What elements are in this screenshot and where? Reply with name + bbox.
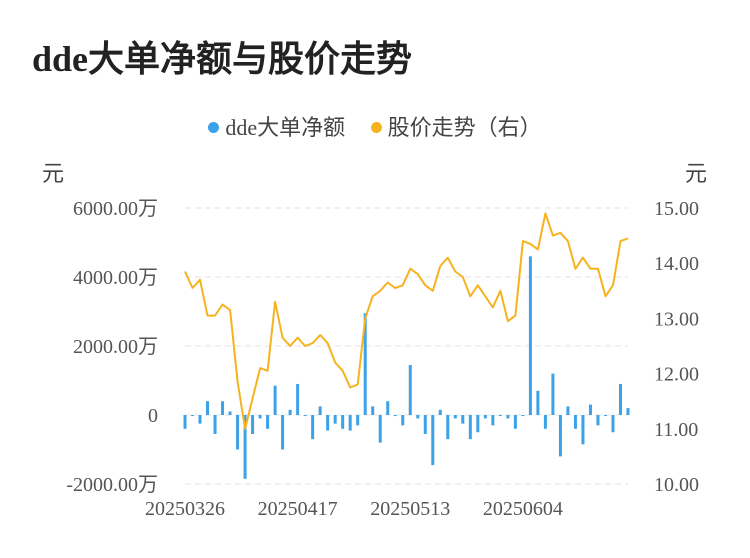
y-right-tick-label: 15.00 (654, 198, 699, 220)
dde-bar (528, 256, 532, 415)
dde-bar (183, 415, 187, 429)
x-tick-label: 20250604 (483, 498, 563, 520)
dde-bar (273, 385, 277, 415)
dde-bar (581, 415, 585, 445)
y-right-tick-label: 12.00 (654, 364, 699, 386)
dde-bar (483, 415, 487, 419)
dde-bar (221, 401, 225, 415)
y-left-tick-label: 2000.00万 (73, 336, 158, 358)
dde-bar (386, 401, 390, 415)
dde-bar (326, 415, 330, 431)
dde-bar (513, 415, 517, 429)
dde-bar (453, 415, 457, 419)
x-tick-label: 20250417 (258, 498, 338, 520)
legend-dot-price-icon (370, 122, 382, 134)
dde-bar (333, 415, 337, 424)
dde-bar (573, 415, 577, 429)
dde-bar (603, 415, 607, 417)
dde-bar (348, 415, 352, 431)
dde-bar (416, 415, 420, 419)
dde-bar (281, 415, 285, 450)
right-axis-unit: 元 (685, 161, 708, 186)
dde-bar (408, 364, 412, 415)
dde-bar (618, 383, 622, 415)
dde-bar (536, 390, 540, 415)
dde-bar (498, 415, 502, 417)
dde-bar (266, 415, 270, 429)
dde-bar (626, 408, 630, 415)
dde-bar (461, 415, 465, 424)
dde-bar (213, 415, 217, 434)
dde-bar (363, 313, 367, 415)
dde-bar (468, 415, 472, 440)
price-line (184, 212, 629, 430)
y-right-tick-label: 11.00 (654, 419, 698, 441)
left-axis-unit: 元 (42, 161, 65, 186)
dde-bar (566, 406, 570, 415)
dde-bar (558, 415, 562, 457)
y-right-tick-label: 13.00 (654, 308, 699, 330)
x-tick-label: 20250326 (145, 498, 225, 520)
chart-title: dde大单净额与股价走势 (32, 39, 413, 79)
legend-item-dde[interactable]: dde大单净额 (208, 110, 345, 142)
legend-label-price: 股价走势（右） (387, 115, 542, 140)
dde-bar (356, 415, 360, 426)
dde-bar (303, 415, 307, 417)
dde-bar (393, 415, 397, 417)
dde-bar (318, 406, 322, 415)
dde-bar (423, 415, 427, 434)
dde-bar (341, 415, 345, 429)
dde-bar (258, 415, 262, 419)
dde-bar (228, 411, 232, 415)
dde-bar (476, 415, 480, 433)
y-left-tick-label: 0 (148, 405, 158, 427)
dde-bar (236, 415, 240, 450)
legend-dot-dde-icon (208, 122, 220, 134)
dde-bar (521, 415, 525, 417)
y-right-tick-label: 14.00 (654, 253, 699, 275)
dde-bar (611, 415, 615, 433)
dde-bar (596, 415, 600, 426)
y-left-tick-label: 6000.00万 (73, 198, 158, 220)
legend-label-dde: dde大单净额 (225, 115, 346, 140)
dde-bar (251, 415, 255, 434)
dde-bar (311, 415, 315, 440)
x-tick-label: 20250513 (370, 498, 450, 520)
y-left-tick-label: -2000.00万 (66, 474, 158, 496)
dde-bar (288, 409, 292, 415)
dde-bar (401, 415, 405, 426)
dde-bar (506, 415, 510, 419)
dde-bar (438, 409, 442, 415)
dde-bar (243, 415, 247, 479)
dde-bar (551, 373, 555, 415)
dde-bar (191, 415, 195, 417)
dde-bar (431, 415, 435, 466)
y-right-tick-label: 10.00 (654, 474, 699, 496)
dde-bar (588, 404, 592, 415)
dde-bar (296, 383, 300, 415)
dde-bar (378, 415, 382, 443)
dde-bar (543, 415, 547, 429)
legend-item-price[interactable]: 股价走势（右） (370, 110, 542, 142)
dde-bar (371, 406, 375, 415)
dde-bar (446, 415, 450, 440)
dde-bar (206, 401, 210, 415)
y-left-tick-label: 4000.00万 (73, 267, 158, 289)
dde-bar (198, 415, 202, 424)
dde-bar (491, 415, 495, 426)
chart-legend: dde大单净额 股价走势（右） (0, 110, 750, 142)
